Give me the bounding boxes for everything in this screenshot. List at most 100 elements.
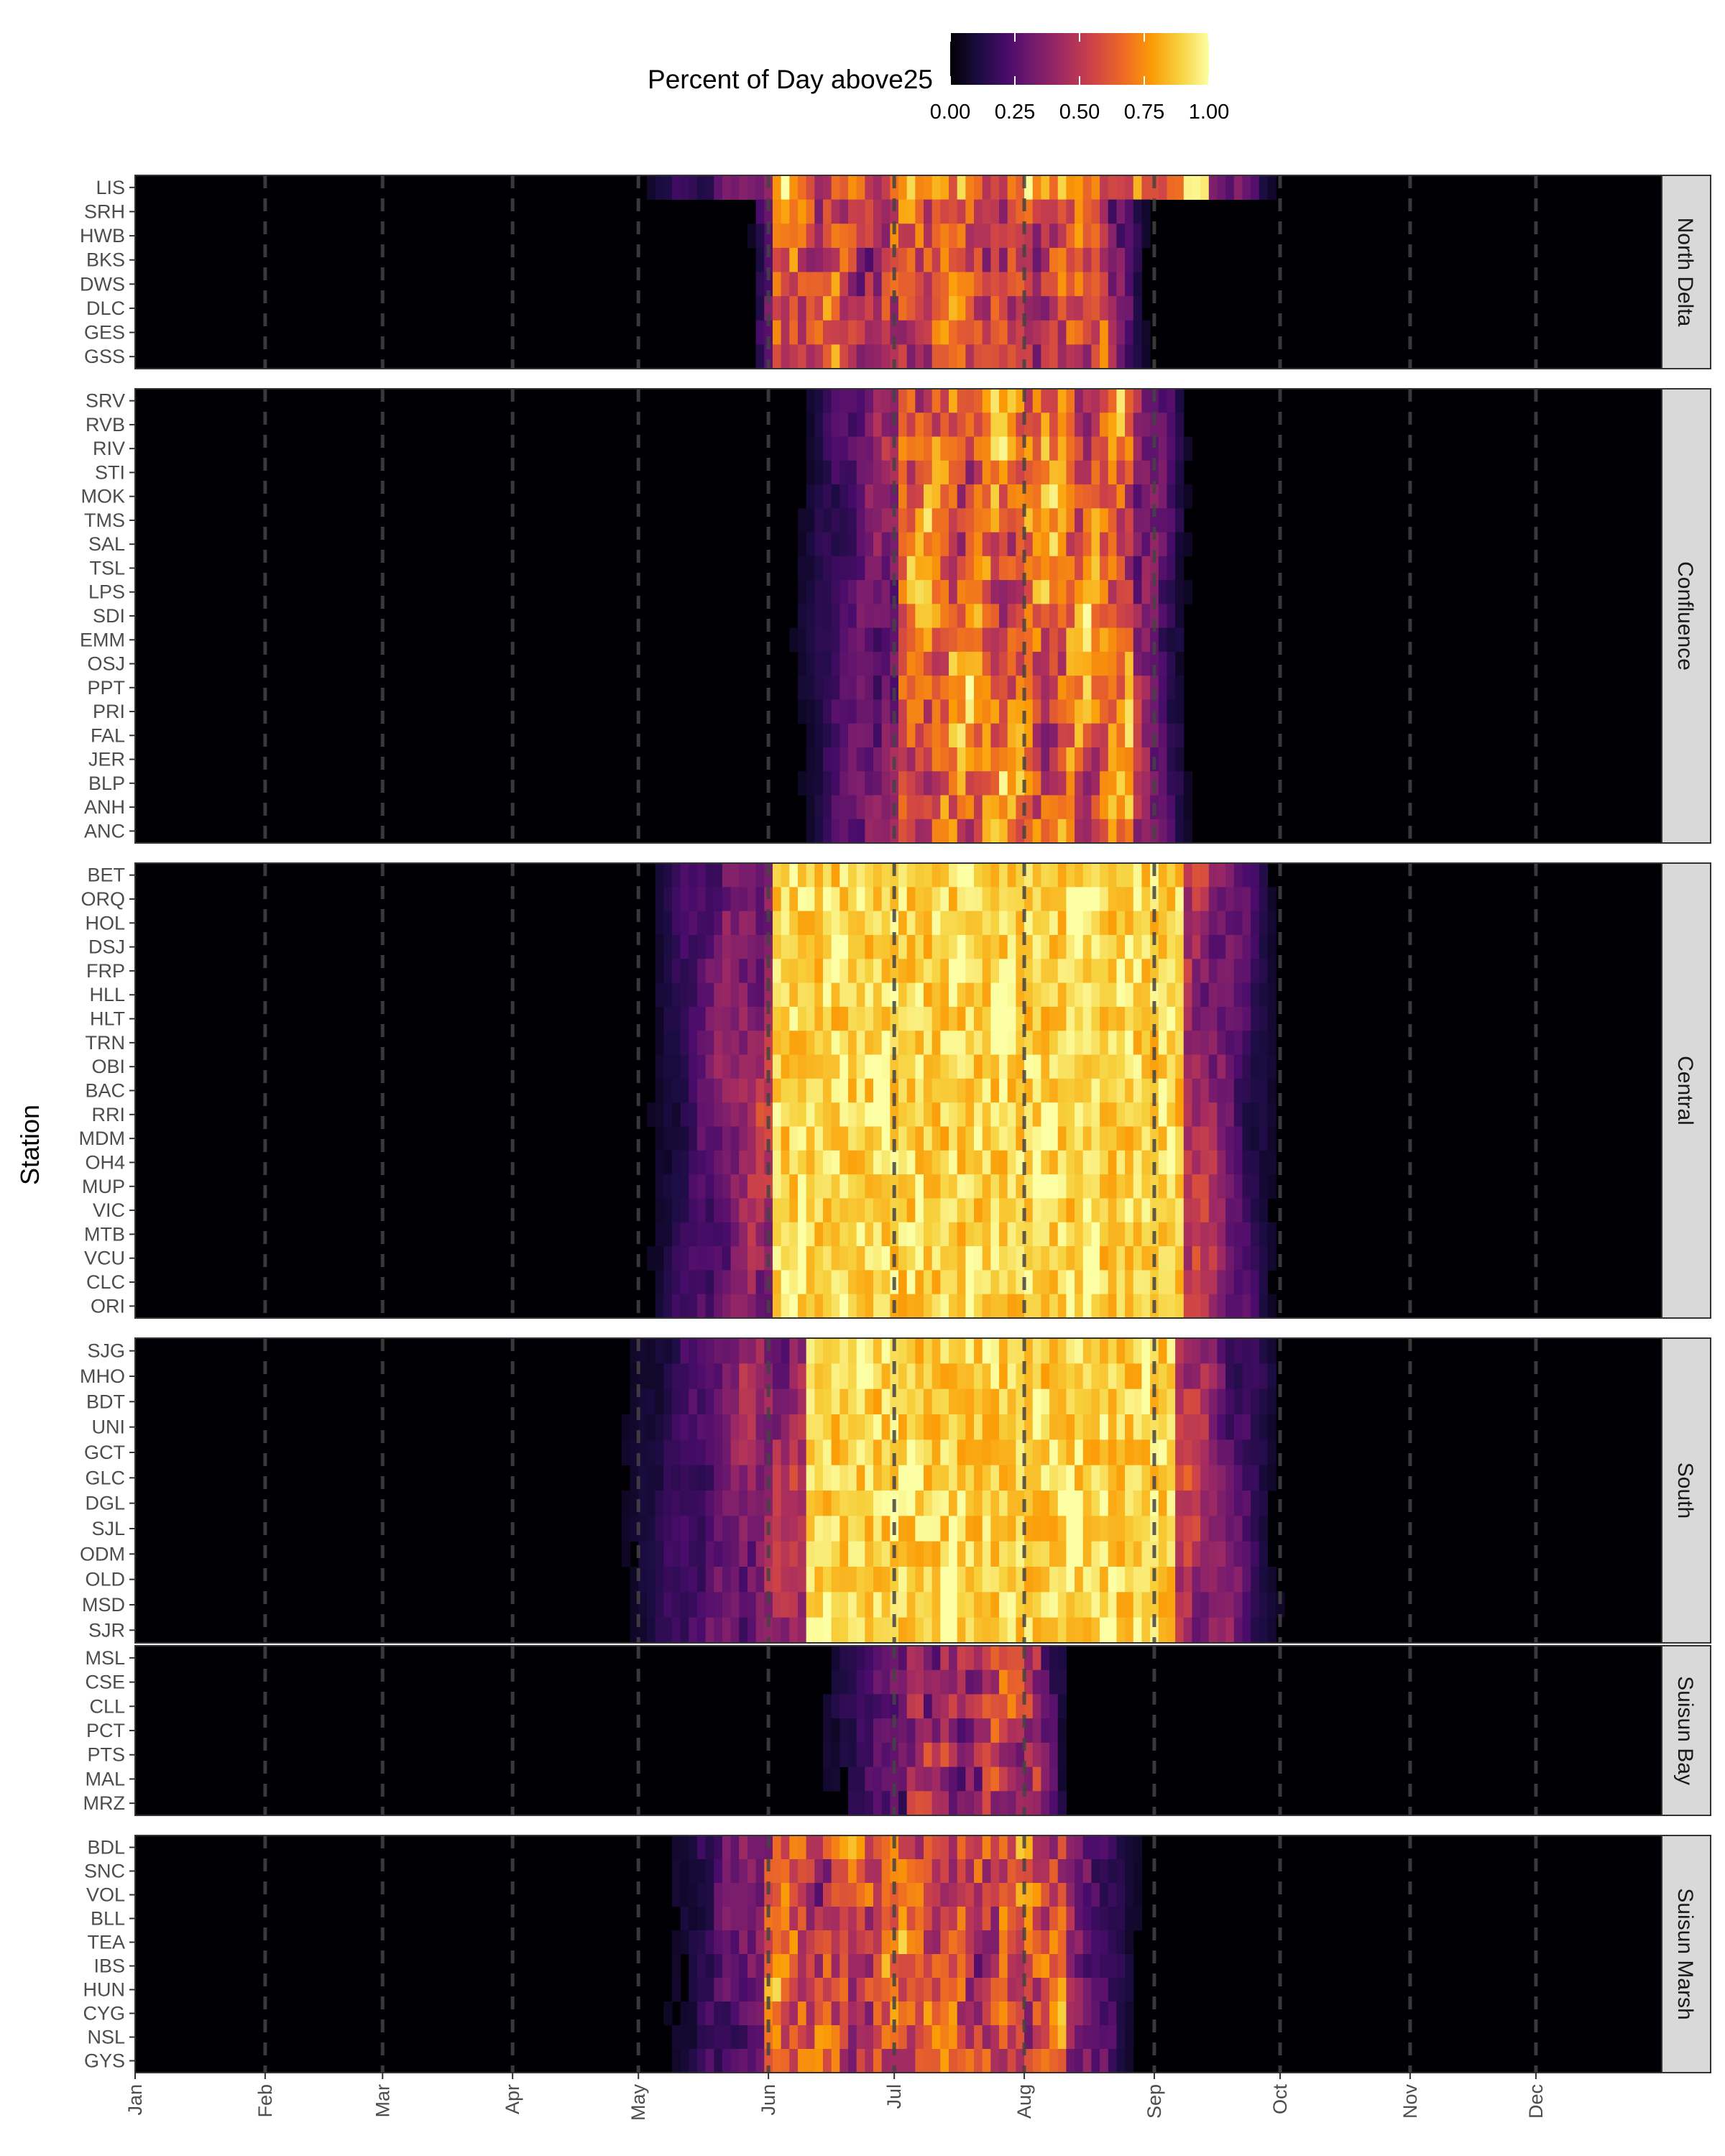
heatmap-cell bbox=[806, 1465, 815, 1491]
heatmap-cell bbox=[840, 272, 849, 297]
heatmap-cell bbox=[646, 1541, 656, 1567]
heatmap-cell bbox=[1167, 1465, 1176, 1491]
heatmap-cell bbox=[1066, 1516, 1075, 1542]
heatmap-cell bbox=[1208, 1102, 1218, 1127]
heatmap-cell bbox=[772, 2049, 782, 2073]
heatmap-cell bbox=[696, 1078, 707, 1103]
heatmap-cell bbox=[1158, 1006, 1168, 1031]
heatmap-cell bbox=[974, 1742, 983, 1767]
heatmap-cell bbox=[1041, 1174, 1050, 1199]
heatmap-cell bbox=[730, 1198, 740, 1223]
heatmap-cell bbox=[1242, 1516, 1251, 1542]
heatmap-cell bbox=[689, 1150, 698, 1175]
heatmap-cell bbox=[1175, 1592, 1184, 1618]
heatmap-cell bbox=[831, 2025, 840, 2050]
heatmap-cell bbox=[1066, 1126, 1075, 1151]
heatmap-cell bbox=[1141, 723, 1151, 748]
heatmap-cell bbox=[1167, 1174, 1176, 1199]
heatmap-cell bbox=[1108, 887, 1118, 912]
heatmap-row bbox=[630, 1617, 1276, 1644]
heatmap-cell bbox=[1242, 1078, 1251, 1103]
heatmap-cell bbox=[1133, 1198, 1143, 1223]
heatmap-cell bbox=[1267, 1246, 1276, 1271]
heatmap-cell bbox=[890, 1388, 899, 1415]
heatmap-cell bbox=[1082, 1388, 1092, 1415]
heatmap-cell bbox=[1032, 484, 1041, 509]
heatmap-cell bbox=[1116, 1150, 1126, 1175]
heatmap-cell bbox=[999, 1465, 1008, 1491]
heatmap-cell bbox=[1133, 1465, 1143, 1491]
y-tick-label: SNC bbox=[84, 1861, 125, 1882]
heatmap-row bbox=[822, 1766, 1067, 1792]
heatmap-cell bbox=[747, 1541, 757, 1567]
heatmap-cell bbox=[1100, 296, 1109, 321]
heatmap-cell bbox=[806, 1054, 815, 1079]
heatmap-cell bbox=[1032, 556, 1041, 581]
heatmap-cell bbox=[1133, 1859, 1143, 1884]
heatmap-cell bbox=[730, 1388, 740, 1415]
heatmap-cell bbox=[1167, 484, 1176, 509]
heatmap-cell bbox=[680, 1388, 689, 1415]
heatmap-cell bbox=[772, 1465, 782, 1491]
heatmap-cell bbox=[655, 1222, 664, 1247]
y-tick-label: DWS bbox=[80, 273, 125, 295]
heatmap-cell bbox=[1167, 723, 1176, 748]
heatmap-cell bbox=[1066, 1031, 1075, 1055]
heatmap-cell bbox=[990, 1363, 1000, 1390]
heatmap-cell bbox=[906, 1031, 916, 1055]
heatmap-cell bbox=[1057, 627, 1067, 653]
heatmap-cell bbox=[856, 484, 865, 509]
heatmap-cell bbox=[881, 508, 891, 533]
heatmap-cell bbox=[1242, 1541, 1251, 1567]
heatmap-cell bbox=[1024, 1718, 1034, 1743]
heatmap-cell bbox=[847, 819, 857, 844]
heatmap-cell bbox=[1233, 1150, 1243, 1175]
heatmap-cell bbox=[1007, 1978, 1016, 2002]
heatmap-cell bbox=[856, 676, 865, 700]
heatmap-cell bbox=[1108, 1859, 1118, 1884]
heatmap-cell bbox=[906, 1859, 916, 1884]
heatmap-cell bbox=[957, 1222, 966, 1247]
heatmap-cell bbox=[747, 1592, 757, 1618]
heatmap-cell bbox=[1125, 1078, 1134, 1103]
heatmap-cell bbox=[1259, 1174, 1269, 1199]
heatmap-cell bbox=[781, 1439, 790, 1466]
heatmap-cell bbox=[990, 1054, 1000, 1079]
heatmap-cell bbox=[924, 413, 933, 437]
heatmap-cell bbox=[898, 795, 908, 820]
heatmap-cell bbox=[1116, 1907, 1126, 1931]
heatmap-cell bbox=[906, 2025, 916, 2050]
heatmap-cell bbox=[990, 1694, 1000, 1719]
heatmap-cell bbox=[1125, 1338, 1134, 1364]
heatmap-cell bbox=[1100, 175, 1109, 201]
heatmap-cell bbox=[1082, 1338, 1092, 1364]
heatmap-cell bbox=[898, 1222, 908, 1247]
heatmap-cell bbox=[655, 1363, 664, 1390]
heatmap-cell bbox=[1141, 1567, 1151, 1593]
heatmap-row bbox=[671, 1978, 1134, 2002]
heatmap-cell bbox=[814, 627, 824, 653]
heatmap-cell bbox=[898, 1791, 908, 1816]
heatmap-cell bbox=[1066, 1907, 1075, 1931]
heatmap-cell bbox=[1217, 1174, 1226, 1199]
heatmap-cell bbox=[705, 1859, 714, 1884]
heatmap-cell bbox=[747, 1835, 757, 1860]
heatmap-row bbox=[755, 272, 1143, 297]
heatmap-cell bbox=[1049, 911, 1059, 936]
heatmap-cell bbox=[822, 1592, 832, 1618]
heatmap-cell bbox=[990, 1835, 1000, 1860]
heatmap-cell bbox=[1075, 296, 1084, 321]
heatmap-cell bbox=[865, 272, 874, 297]
heatmap-cell bbox=[1200, 1102, 1210, 1127]
heatmap-cell bbox=[789, 272, 799, 297]
heatmap-cell bbox=[1091, 771, 1100, 796]
heatmap-cell bbox=[974, 1766, 983, 1792]
heatmap-cell bbox=[856, 389, 865, 413]
heatmap-cell bbox=[814, 1465, 824, 1491]
heatmap-cell bbox=[915, 1246, 924, 1271]
heatmap-cell bbox=[881, 1567, 891, 1593]
heatmap-cell bbox=[865, 604, 874, 629]
heatmap-cell bbox=[1267, 1126, 1276, 1151]
heatmap-cell bbox=[755, 296, 765, 321]
heatmap-cell bbox=[755, 1006, 765, 1031]
